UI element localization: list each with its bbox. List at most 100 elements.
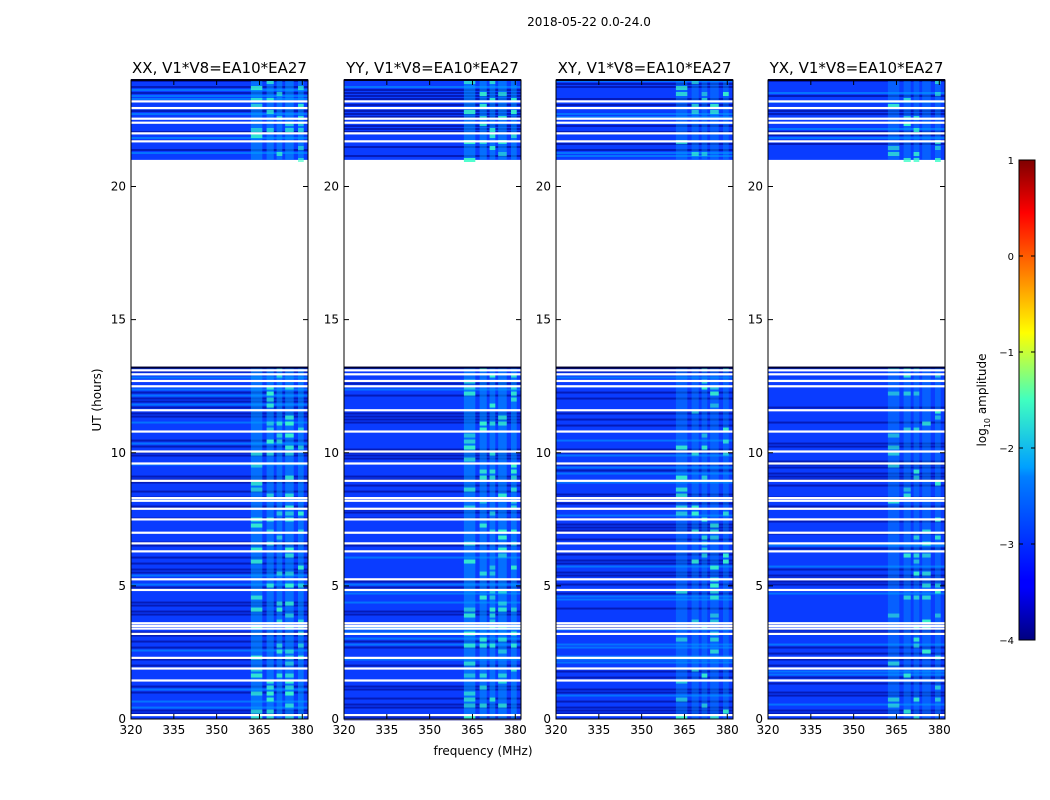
rfi-patch [250,691,263,696]
rfi-patch [498,529,507,534]
rfi-patch [498,703,507,708]
noise-row [131,658,308,661]
rfi-channel [463,80,476,160]
rfi-patch [675,589,688,594]
rfi-patch [266,709,274,714]
noise-row [131,646,308,649]
x-tick-label: 335 [799,723,822,737]
noise-row [344,556,521,559]
x-tick-label: 380 [716,723,739,737]
rfi-patch [266,421,274,426]
rfi-patch [903,373,911,378]
rfi-patch [285,128,294,132]
rfi-patch [701,547,708,552]
noise-row [556,370,733,373]
noise-row [768,143,945,145]
rfi-patch [479,104,487,108]
noise-row [131,478,308,481]
rfi-patch [276,439,283,444]
rfi-patch [266,403,274,408]
panel-title: YY, V1*V8=EA10*EA27 [345,59,519,77]
flagged-row [556,121,733,124]
y-tick-label: 10 [111,446,126,460]
rfi-patch [498,547,507,552]
rfi-patch [250,481,263,486]
x-tick-label: 350 [630,723,653,737]
noise-row [556,553,733,556]
noise-row [131,376,308,379]
data-segment [131,80,308,162]
rfi-patch [463,110,476,114]
noise-row [768,472,945,475]
rfi-patch [479,571,487,576]
rfi-patch [285,547,294,552]
panel-frame [555,79,734,720]
colorbar-tick-label: −3 [999,540,1014,551]
rfi-patch [276,601,283,606]
rfi-patch [285,511,294,516]
flagged-row [344,379,521,383]
noise-row [344,131,521,133]
rfi-patch [913,427,920,432]
rfi-patch [922,421,931,426]
data-segment [556,80,733,160]
noise-row [131,640,308,643]
rfi-patch [489,98,496,102]
flagged-row [556,450,733,453]
noise-row [131,149,308,151]
flagged-row [768,373,945,376]
x-tick-label: 320 [333,723,356,737]
flagged-row [131,531,308,534]
colorbar-label: log10 amplitude [975,354,992,447]
noise-row [556,574,733,577]
noise-row [131,110,308,112]
noise-row [556,143,733,145]
noise-row [768,134,945,136]
noise-row [344,706,521,709]
flagged-row [131,588,308,592]
flagged-row [344,450,521,453]
noise-row [556,712,733,715]
rfi-patch [250,673,263,678]
noise-row [131,98,308,100]
noise-row [131,475,308,478]
rfi-patch [710,583,719,588]
rfi-patch [498,673,507,678]
noise-row [768,565,945,568]
noise-row [131,421,308,424]
y-tick-label: 5 [543,579,551,593]
rfi-patch [922,649,931,654]
noise-row [556,155,733,157]
y-tick-label: 10 [748,446,763,460]
rfi-patch [723,559,729,564]
noise-row [768,442,945,445]
rfi-patch [266,583,274,588]
rfi-patch [298,529,304,534]
rfi-channel [701,80,708,160]
noise-row [344,544,521,547]
noise-row [344,116,521,118]
y-tick-label: 20 [536,180,551,194]
rfi-patch [266,715,274,720]
rfi-patch [298,146,304,150]
rfi-patch [479,469,487,474]
noise-row [131,556,308,559]
rfi-patch [887,445,900,450]
noise-row [131,403,308,406]
noise-row [344,388,521,391]
noise-row [344,89,521,91]
rfi-patch [675,511,688,516]
noise-row [556,83,733,85]
flagged-row [344,117,521,120]
rfi-patch [903,158,911,162]
flagged-row [131,450,308,453]
rfi-patch [887,697,900,702]
noise-row [556,125,733,127]
noise-row [131,415,308,418]
noise-row [768,466,945,469]
rfi-patch [479,523,487,528]
rfi-patch [887,152,900,156]
noise-row [556,562,733,565]
flagged-row [344,550,521,553]
flagged-row [131,379,308,383]
